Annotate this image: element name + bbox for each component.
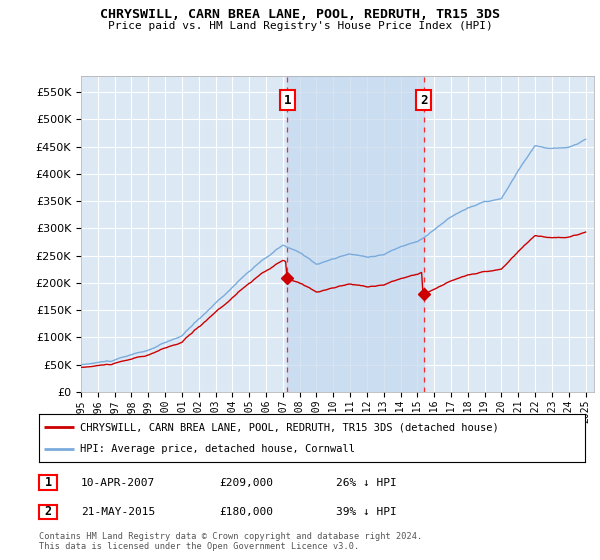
Text: Price paid vs. HM Land Registry's House Price Index (HPI): Price paid vs. HM Land Registry's House … xyxy=(107,21,493,31)
Text: 10-APR-2007: 10-APR-2007 xyxy=(81,478,155,488)
Text: 2: 2 xyxy=(44,505,52,519)
Text: £209,000: £209,000 xyxy=(219,478,273,488)
Text: 21-MAY-2015: 21-MAY-2015 xyxy=(81,507,155,517)
Bar xyxy=(287,76,424,392)
Text: CHRYSWILL, CARN BREA LANE, POOL, REDRUTH, TR15 3DS (detached house): CHRYSWILL, CARN BREA LANE, POOL, REDRUTH… xyxy=(80,422,499,432)
Text: 1: 1 xyxy=(44,476,52,489)
Text: 39% ↓ HPI: 39% ↓ HPI xyxy=(336,507,397,517)
Text: 26% ↓ HPI: 26% ↓ HPI xyxy=(336,478,397,488)
Text: £180,000: £180,000 xyxy=(219,507,273,517)
Text: CHRYSWILL, CARN BREA LANE, POOL, REDRUTH, TR15 3DS: CHRYSWILL, CARN BREA LANE, POOL, REDRUTH… xyxy=(100,8,500,21)
Text: 2: 2 xyxy=(420,94,428,106)
Text: HPI: Average price, detached house, Cornwall: HPI: Average price, detached house, Corn… xyxy=(80,444,355,454)
Text: 1: 1 xyxy=(284,94,291,106)
Text: Contains HM Land Registry data © Crown copyright and database right 2024.
This d: Contains HM Land Registry data © Crown c… xyxy=(39,532,422,552)
